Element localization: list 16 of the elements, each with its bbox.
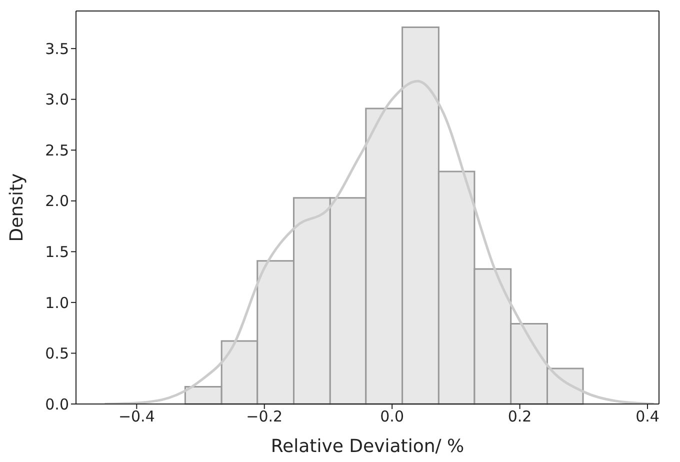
x-tick-label: 0.2 [508,408,532,426]
line-series [103,80,656,404]
y-tick-label: 3.0 [45,90,69,109]
y-tick-label: 1.0 [45,294,69,312]
x-tick-label: 0.4 [636,408,660,426]
y-tick-label: 3.5 [45,40,69,58]
x-tick-label: −0.2 [246,408,283,426]
x-tick-label: 0.0 [380,408,404,426]
y-tick-label: 0.5 [45,344,69,363]
y-tick-label: 1.5 [45,243,69,261]
y-tick-label: 2.5 [45,141,69,160]
x-tick-label: −0.4 [118,408,155,426]
y-tick-label: 2.0 [45,192,69,210]
x-axis-title: Relative Deviation/ % [270,436,464,457]
y-tick-label: 0.0 [45,395,69,414]
y-axis-title: Density [6,172,28,242]
